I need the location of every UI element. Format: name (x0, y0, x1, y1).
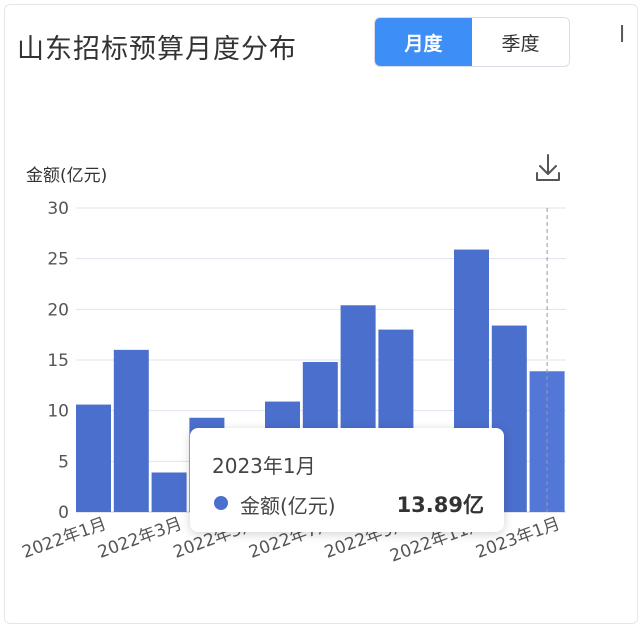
bar[interactable] (151, 472, 187, 512)
edge-text: l (619, 23, 626, 48)
y-tick-label: 20 (47, 300, 69, 320)
download-icon[interactable] (533, 151, 563, 185)
bar[interactable] (76, 404, 111, 512)
y-tick-label: 15 (47, 351, 69, 371)
bar[interactable] (113, 349, 149, 512)
period-toggle: 月度 季度 (374, 17, 570, 67)
y-tick-label: 0 (58, 503, 69, 523)
tab-monthly[interactable]: 月度 (375, 18, 472, 66)
chart-title: 山东招标预算月度分布 (17, 34, 297, 65)
tab-quarterly[interactable]: 季度 (472, 18, 569, 66)
tooltip-series-name: 金额(亿元) (240, 494, 336, 518)
y-tick-label: 10 (47, 402, 69, 422)
y-tick-label: 30 (47, 199, 69, 219)
tooltip-series-dot (214, 496, 228, 510)
tooltip-title: 2023年1月 (212, 454, 316, 478)
tooltip-value: 13.89亿 (396, 493, 484, 517)
y-tick-label: 25 (47, 250, 69, 270)
x-tick-label: 2022年3月 (95, 514, 185, 563)
tooltip: 2023年1月 金额(亿元) 13.89亿 (190, 428, 504, 532)
y-tick-label: 5 (58, 452, 69, 472)
y-axis-label: 金额(亿元) (26, 166, 108, 186)
